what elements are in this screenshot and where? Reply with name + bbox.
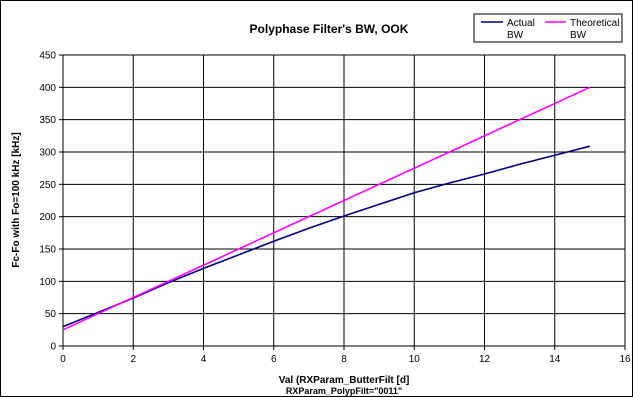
x-tick-label: 2 bbox=[130, 354, 136, 365]
y-tick-label: 200 bbox=[39, 212, 56, 223]
y-tick-labels: 0 50 100 150 200 250 300 350 400 450 bbox=[39, 51, 63, 353]
x-tick-label: 10 bbox=[409, 354, 421, 365]
y-tick-label: 150 bbox=[39, 245, 56, 256]
x-tick-label: 6 bbox=[271, 354, 277, 365]
legend-label-theoretical-bw-line2: BW bbox=[570, 30, 587, 41]
x-tick-label: 4 bbox=[201, 354, 207, 365]
x-tick-label: 8 bbox=[341, 354, 347, 365]
legend-label-actual-bw-line2: BW bbox=[507, 30, 524, 41]
x-tick-label: 0 bbox=[60, 354, 66, 365]
x-tick-labels: 0 2 4 6 8 10 12 14 16 bbox=[60, 346, 631, 365]
y-tick-label: 100 bbox=[39, 277, 56, 288]
series-line-actual-bw bbox=[62, 145, 591, 328]
y-tick-label: 300 bbox=[39, 148, 56, 159]
y-tick-label: 50 bbox=[45, 309, 57, 320]
y-tick-label: 0 bbox=[50, 342, 56, 353]
chart-title: Polyphase Filter's BW, OOK bbox=[250, 22, 409, 36]
legend-box bbox=[473, 13, 623, 43]
legend-label-actual-bw: Actual bbox=[507, 18, 535, 29]
legend-label-theoretical-bw: Theoretical bbox=[570, 18, 619, 29]
y-tick-label: 350 bbox=[39, 115, 56, 126]
x-tick-label: 16 bbox=[619, 354, 631, 365]
series-layer bbox=[62, 86, 591, 331]
y-axis-title: Fc-Fo with Fo=100 kHz [kHz] bbox=[11, 132, 22, 267]
y-tick-label: 400 bbox=[39, 83, 56, 94]
plot-area bbox=[62, 54, 626, 347]
y-tick-label: 450 bbox=[39, 51, 56, 62]
x-axis-subtitle: RXParam_PolypFilt="0011" bbox=[286, 386, 402, 396]
x-tick-label: 12 bbox=[479, 354, 491, 365]
x-tick-label: 14 bbox=[549, 354, 561, 365]
y-tick-label: 250 bbox=[39, 180, 56, 191]
x-axis-title: Val (RXParam_ButterFilt [d] bbox=[279, 375, 410, 386]
series-line-theoretical-bw bbox=[62, 86, 591, 331]
legend: Actual BW Theoretical BW bbox=[473, 13, 623, 43]
